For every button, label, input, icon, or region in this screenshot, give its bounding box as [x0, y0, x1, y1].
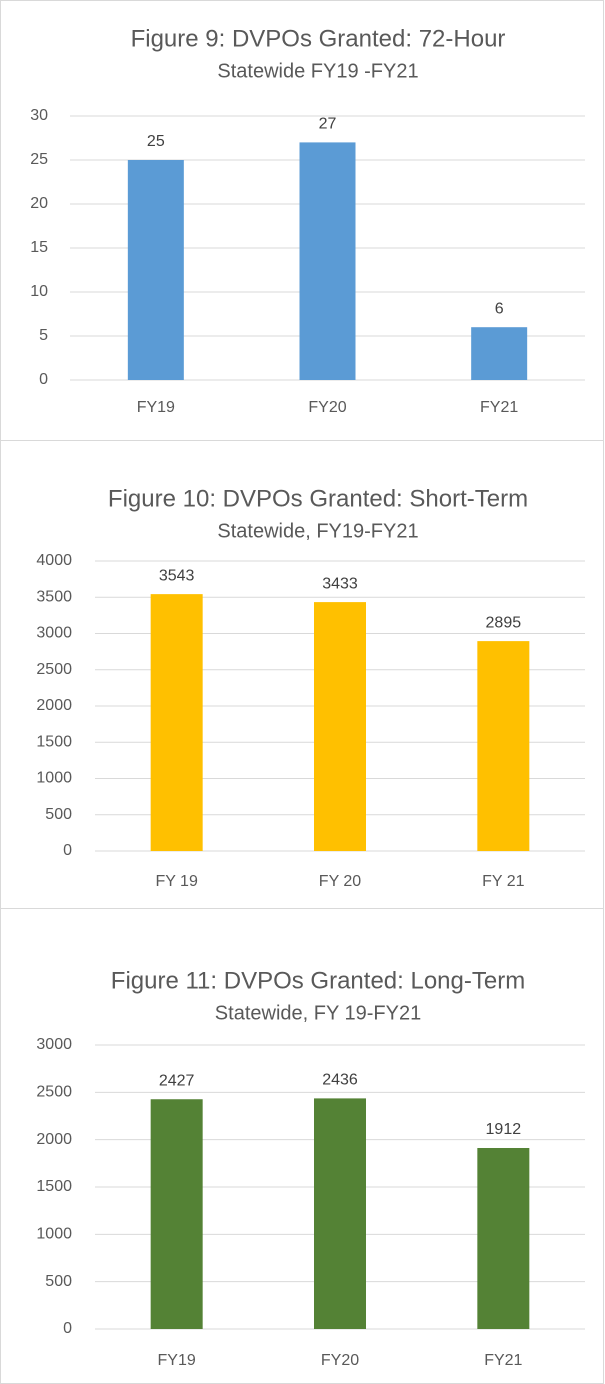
bar — [150, 1099, 203, 1329]
y-tick-label: 1000 — [36, 1226, 72, 1243]
x-tick-label: FY 20 — [319, 873, 362, 890]
y-tick-label: 3000 — [36, 1036, 72, 1053]
y-tick-label: 2000 — [36, 697, 72, 714]
data-label: 27 — [319, 116, 337, 133]
y-tick-label: 2000 — [36, 1131, 72, 1148]
y-tick-label: 4000 — [36, 552, 72, 569]
data-label: 3433 — [322, 575, 358, 592]
data-label: 2895 — [486, 614, 522, 631]
bar — [314, 602, 366, 851]
bar — [471, 327, 528, 380]
data-label: 2427 — [159, 1072, 195, 1089]
y-tick-label: 30 — [30, 107, 48, 124]
y-tick-label: 3500 — [36, 588, 72, 605]
chart-subtitle: Statewide FY19 -FY21 — [217, 60, 418, 82]
y-tick-label: 20 — [30, 195, 48, 212]
chart-subtitle: Statewide, FY19-FY21 — [217, 520, 418, 542]
x-tick-label: FY19 — [137, 399, 175, 416]
y-tick-label: 1500 — [36, 733, 72, 750]
chart-title: Figure 10: DVPOs Granted: Short-Term — [108, 485, 528, 512]
chart-subtitle: Statewide, FY 19-FY21 — [215, 1002, 421, 1024]
bar — [299, 142, 356, 380]
y-tick-label: 500 — [45, 806, 72, 823]
y-tick-label: 2500 — [36, 1084, 72, 1101]
bar — [477, 641, 530, 851]
data-label: 6 — [495, 300, 504, 317]
y-tick-label: 5 — [39, 327, 48, 344]
bar — [477, 1147, 530, 1329]
x-tick-label: FY 19 — [155, 873, 198, 890]
y-tick-label: 10 — [30, 283, 48, 300]
y-tick-label: 1500 — [36, 1178, 72, 1195]
y-tick-label: 2500 — [36, 661, 72, 678]
y-tick-label: 3000 — [36, 625, 72, 642]
y-tick-label: 0 — [39, 371, 48, 388]
data-label: 25 — [147, 133, 165, 150]
data-label: 1912 — [486, 1121, 522, 1138]
bar — [314, 1098, 366, 1329]
y-tick-label: 15 — [30, 239, 48, 256]
data-label: 3543 — [159, 567, 195, 584]
chart-title: Figure 11: DVPOs Granted: Long-Term — [111, 967, 525, 994]
x-tick-label: FY19 — [158, 1352, 196, 1369]
x-tick-label: FY21 — [480, 399, 518, 416]
chart-title: Figure 9: DVPOs Granted: 72-Hour — [131, 25, 506, 52]
x-tick-label: FY20 — [321, 1352, 359, 1369]
x-tick-label: FY21 — [484, 1352, 522, 1369]
y-tick-label: 0 — [63, 1320, 72, 1337]
bar — [127, 160, 184, 380]
y-tick-label: 500 — [45, 1273, 72, 1290]
bar — [150, 594, 203, 851]
x-tick-label: FY 21 — [482, 873, 525, 890]
y-tick-label: 1000 — [36, 770, 72, 787]
y-tick-label: 25 — [30, 151, 48, 168]
y-tick-label: 0 — [63, 842, 72, 859]
x-tick-label: FY20 — [308, 399, 346, 416]
data-label: 2436 — [322, 1072, 358, 1089]
